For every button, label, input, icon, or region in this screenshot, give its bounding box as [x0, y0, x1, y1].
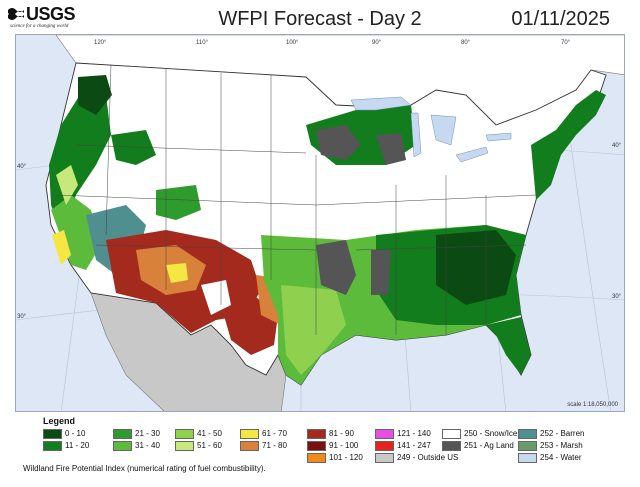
- lon-label-80: 80°: [461, 40, 471, 46]
- fuel-mid-west: [51, 195, 101, 270]
- forecast-date: 01/11/2025: [511, 8, 610, 30]
- legend-caption: Wildland Fire Potential Index (numerical…: [23, 464, 266, 473]
- header: USGS science for a changing world WFPI F…: [0, 0, 640, 36]
- ag-land-midsouth: [316, 240, 356, 295]
- lat-label-40-left: 40°: [17, 164, 27, 170]
- lon-label-90: 90°: [372, 40, 382, 46]
- legend-label: 101 - 120: [329, 453, 363, 462]
- lat-label-30-right: 30°: [612, 294, 622, 300]
- legend-swatch: [175, 441, 194, 451]
- legend-swatch: [375, 429, 394, 439]
- legend-swatch: [307, 441, 326, 451]
- legend-label: 141 - 247: [397, 441, 431, 450]
- legend-swatch: [375, 453, 394, 463]
- fuel-very-low-west: [78, 75, 112, 115]
- legend-swatch: [518, 453, 537, 463]
- water-lake-ontario: [485, 132, 512, 142]
- lat-label-40-right: 40°: [612, 143, 622, 149]
- legend-swatch: [240, 441, 259, 451]
- legend-label: 11 - 20: [65, 441, 90, 450]
- legend-swatch: [442, 429, 461, 439]
- legend-swatch: [442, 441, 461, 451]
- lon-label-110: 110°: [196, 40, 209, 46]
- legend-label: 21 - 30: [135, 429, 160, 438]
- snow-nm-patch: [201, 280, 231, 315]
- legend-swatch: [307, 453, 326, 463]
- agency-name: USGS: [26, 4, 76, 24]
- legend-label: 81 - 90: [329, 429, 354, 438]
- legend-label: 252 - Barren: [540, 429, 585, 438]
- legend-swatch: [375, 441, 394, 451]
- fuel-very-low-east: [436, 230, 516, 305]
- fuel-light-texas: [281, 285, 346, 375]
- legend-label: 71 - 80: [262, 441, 287, 450]
- legend-swatch: [518, 441, 537, 451]
- legend-label: 31 - 40: [135, 441, 160, 450]
- legend-swatch: [175, 429, 194, 439]
- legend-swatch: [307, 429, 326, 439]
- fuel-yellow-west: [52, 230, 71, 265]
- legend-swatch: [113, 429, 132, 439]
- legend-label: 41 - 50: [197, 429, 222, 438]
- legend: Legend 0 - 10 11 - 20 21 - 30 31 - 40 41 - 5…: [15, 412, 625, 480]
- ag-land-michigan: [376, 133, 406, 165]
- fuel-rockies-south: [156, 185, 201, 220]
- usgs-logo: USGS science for a changing world: [8, 4, 118, 34]
- legend-swatch: [240, 429, 259, 439]
- lon-label-120: 120°: [94, 40, 107, 46]
- water-lake-huron: [430, 114, 457, 146]
- fuel-rockies: [111, 130, 156, 165]
- legend-label: 121 - 140: [397, 429, 431, 438]
- fuel-florida: [486, 317, 531, 375]
- fuel-yellow-southwest: [166, 263, 188, 283]
- water-lake-michigan: [410, 112, 422, 158]
- legend-label: 254 - Water: [540, 453, 582, 462]
- fuel-northeast: [531, 90, 606, 200]
- legend-swatch: [43, 429, 62, 439]
- usgs-wave-icon: [8, 8, 24, 20]
- legend-swatch: [43, 441, 62, 451]
- legend-swatch: [518, 429, 537, 439]
- legend-label: 0 - 10: [65, 429, 86, 438]
- conus-map: 120° 110° 100° 90° 80° 70° 40° 30° 40° 3…: [16, 35, 624, 411]
- water-lake-superior: [350, 96, 412, 111]
- legend-label: 253 - Marsh: [540, 441, 583, 450]
- legend-swatch: [113, 441, 132, 451]
- state-borders: [55, 64, 537, 335]
- agency-tagline: science for a changing world: [10, 24, 69, 29]
- legend-label: 91 - 100: [329, 441, 359, 450]
- lat-label-30-left: 30°: [17, 314, 27, 320]
- lon-label-70: 70°: [561, 40, 571, 46]
- legend-label: 61 - 70: [262, 429, 287, 438]
- legend-label: 51 - 60: [197, 441, 222, 450]
- legend-label: 250 - Snow/Ice: [464, 429, 518, 438]
- fuel-light-west: [56, 165, 78, 205]
- ag-land-delta: [371, 250, 391, 295]
- legend-title: Legend: [43, 416, 76, 426]
- lon-label-100: 100°: [286, 40, 299, 46]
- ag-land-great-lakes: [316, 125, 361, 160]
- water-lake-erie: [455, 146, 489, 163]
- map-panel[interactable]: 120° 110° 100° 90° 80° 70° 40° 30° 40° 3…: [15, 34, 625, 412]
- map-scale: scale 1:18,050,000: [567, 402, 618, 408]
- map-title: WFPI Forecast - Day 2: [218, 8, 422, 30]
- legend-label: 249 - Outside US: [397, 453, 459, 462]
- legend-label: 251 - Ag Land: [464, 441, 514, 450]
